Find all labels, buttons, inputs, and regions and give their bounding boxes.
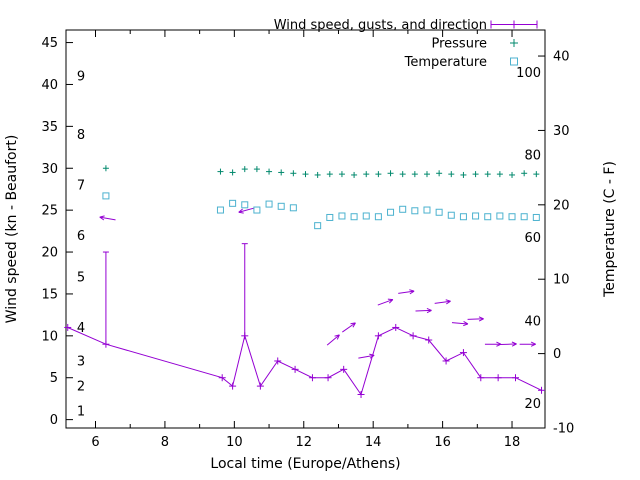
- legend: Wind speed, gusts, and direction Pressure…: [274, 18, 538, 70]
- beaufort-scale-label: 8: [77, 128, 85, 143]
- x-tick-label: 12: [295, 435, 312, 450]
- y-right-axis-label: Temperature (C - F): [602, 161, 618, 298]
- y-left-tick-label: 0: [50, 413, 58, 428]
- y-left-tick-label: 30: [41, 162, 58, 177]
- beaufort-scale-label: 2: [77, 380, 85, 395]
- pressure-series: [102, 165, 540, 178]
- plot-frame: [65, 29, 546, 429]
- fahrenheit-scale-label: 100: [516, 66, 541, 81]
- fahrenheit-scale-label: 80: [524, 148, 541, 163]
- y-right-tick-label: 20: [553, 198, 570, 213]
- y-right-tick-label: -10: [553, 422, 574, 437]
- y-left-tick-label: 5: [50, 371, 58, 386]
- beaufort-scale-label: 3: [77, 354, 85, 369]
- legend-label: Wind speed, gusts, and direction: [274, 18, 487, 33]
- beaufort-scale-label: 7: [77, 179, 85, 194]
- x-tick-label: 14: [365, 435, 382, 450]
- fahrenheit-scale-label: 60: [524, 231, 541, 246]
- y-left-tick-label: 25: [41, 204, 58, 219]
- y-right-tick-label: 40: [553, 50, 570, 65]
- y-right-tick-label: 0: [553, 347, 561, 362]
- wind-series: [64, 243, 546, 398]
- beaufort-scale-label: 4: [77, 321, 85, 336]
- beaufort-scale-label: 6: [77, 229, 85, 244]
- x-tick-label: 18: [504, 435, 521, 450]
- y-left-tick-label: 35: [41, 120, 58, 135]
- fahrenheit-scale-label: 20: [524, 397, 541, 412]
- y-left-tick-label: 10: [41, 329, 58, 344]
- fahrenheit-scale-label: 40: [524, 314, 541, 329]
- beaufort-scale-label: 5: [77, 271, 85, 286]
- temperature-series: [102, 192, 540, 230]
- legend-label: Pressure: [431, 37, 487, 52]
- wind-direction-arrows: [99, 207, 536, 359]
- x-tick-label: 6: [91, 435, 99, 450]
- y-left-tick-label: 15: [41, 287, 58, 302]
- y-right-tick-label: 30: [553, 124, 570, 139]
- y-left-tick-label: 40: [41, 78, 58, 93]
- y-left-axis-label: Wind speed (kn - Beaufort): [4, 135, 20, 324]
- y-left-tick-label: 45: [41, 36, 58, 51]
- x-tick-label: 8: [161, 435, 169, 450]
- x-axis: 6 8 10 12 14 16 18 Local time (Europe/Athens): [91, 30, 520, 472]
- beaufort-scale-label: 1: [77, 405, 85, 420]
- beaufort-scale-label: 9: [77, 70, 85, 85]
- x-tick-label: 16: [434, 435, 451, 450]
- x-axis-label: Local time (Europe/Athens): [210, 456, 400, 472]
- legend-label: Temperature: [404, 55, 487, 70]
- x-tick-label: 10: [226, 435, 243, 450]
- y-right-axis: -10 0 10 20 30 40 20 40 60 80 100 Temperature (C - …: [516, 50, 618, 437]
- y-right-tick-label: 10: [553, 273, 570, 288]
- y-left-tick-label: 20: [41, 246, 58, 261]
